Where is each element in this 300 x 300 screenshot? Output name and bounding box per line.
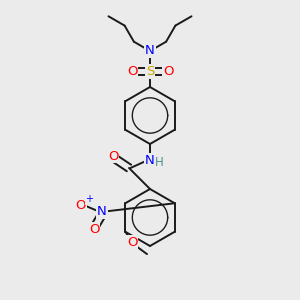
Text: N: N [145,154,155,167]
Text: O: O [127,236,137,249]
Text: N: N [97,205,107,218]
Text: O: O [89,223,100,236]
Text: +: + [85,194,93,204]
Text: S: S [146,65,154,78]
Text: O: O [127,65,137,78]
Text: N: N [145,44,155,58]
Text: O: O [163,65,173,78]
Text: O: O [108,149,118,163]
Text: O: O [76,199,86,212]
Text: H: H [154,156,164,170]
